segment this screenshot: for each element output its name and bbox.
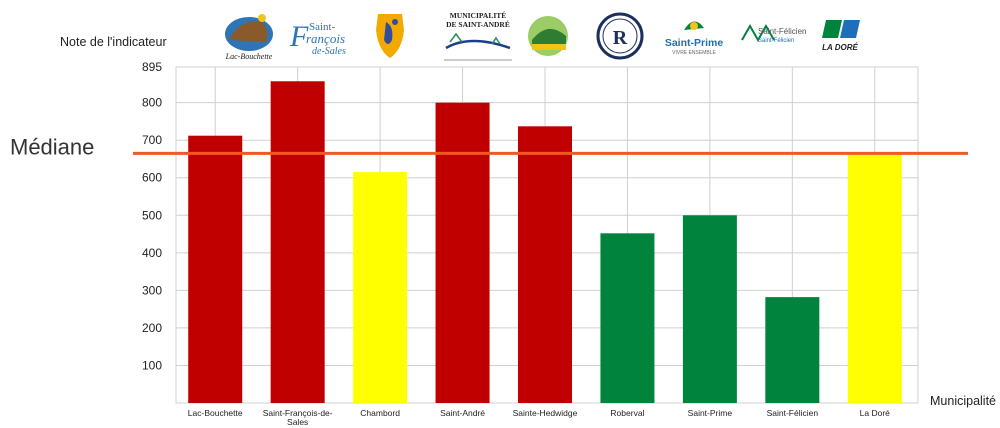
sainte-hedwidge-logo: [528, 16, 568, 56]
saint-francois-logo: F Saint- rançois de-Sales: [289, 20, 346, 57]
svg-text:LA DORÉ: LA DORÉ: [822, 43, 858, 52]
bar-roberval: [600, 233, 655, 403]
svg-text:MUNICIPALITÉ: MUNICIPALITÉ: [450, 10, 507, 20]
x-tick-label: La Doré: [860, 408, 891, 418]
y-tick-label: 600: [142, 171, 162, 185]
lac-bouchette-logo: Lac-Bouchette: [225, 14, 273, 61]
bar-chambord: [353, 172, 408, 403]
saint-felicien-logo: Saint-Félicien Saint-Félicien: [741, 23, 806, 44]
x-tick-label: Saint-Félicien: [767, 408, 819, 418]
y-tick-label: 500: [142, 208, 162, 222]
svg-text:Saint-Félicien: Saint-Félicien: [758, 38, 794, 44]
x-tick-label: Saint-André: [440, 408, 485, 418]
roberval-logo: R: [596, 12, 644, 60]
svg-text:Saint-: Saint-: [309, 21, 336, 33]
x-tick-label: Chambord: [360, 408, 400, 418]
x-tick-label: Lac-Bouchette: [188, 408, 243, 418]
y-tick-label: 895: [142, 60, 162, 74]
plot-area: 100 200 300 400 500 600 700 800 895 Lac-Bouchette…: [10, 60, 968, 427]
y-tick-label: 400: [142, 246, 162, 260]
y-tick-label: 700: [142, 133, 162, 147]
x-axis-label: Municipalité: [930, 394, 996, 408]
x-tick-label: Roberval: [610, 408, 644, 418]
la-dore-logo: LA DORÉ: [822, 20, 860, 52]
median-label: Médiane: [10, 134, 94, 159]
y-tick-label: 300: [142, 283, 162, 297]
x-tick-label: Saint-Prime: [688, 408, 733, 418]
svg-text:Saint-Prime: Saint-Prime: [665, 37, 724, 49]
svg-text:F: F: [289, 20, 309, 53]
y-axis-label: Note de l'indicateur: [60, 35, 167, 49]
svg-text:R: R: [613, 27, 628, 49]
svg-text:Lac-Bouchette: Lac-Bouchette: [225, 52, 273, 61]
saint-andre-logo: MUNICIPALITÉ DE SAINT-ANDRÉ: [444, 10, 512, 61]
bar-lac-bouchette: [188, 135, 243, 404]
x-tick-label: Saint-François-de-Sales: [263, 408, 333, 427]
bar-la-dor-: [847, 153, 902, 403]
y-tick-label: 200: [142, 321, 162, 335]
svg-text:DE SAINT-ANDRÉ: DE SAINT-ANDRÉ: [446, 19, 510, 29]
bar-sainte-hedwidge: [518, 126, 572, 404]
y-tick-label: 800: [142, 96, 162, 110]
y-tick-label: 100: [142, 358, 162, 372]
bar-saint-fran-ois-de-sales: [270, 81, 325, 403]
svg-text:VIVRE ENSEMBLE: VIVRE ENSEMBLE: [672, 50, 716, 56]
bar-saint-prime: [682, 215, 737, 403]
svg-text:Saint-Félicien: Saint-Félicien: [758, 27, 806, 36]
svg-text:de-Sales: de-Sales: [312, 46, 346, 57]
saint-prime-logo: Saint-Prime VIVRE ENSEMBLE: [665, 21, 724, 56]
svg-text:rançois: rançois: [306, 31, 345, 46]
x-tick-label: Sainte-Hedwidge: [513, 408, 578, 418]
bar-saint-andr-: [435, 102, 490, 404]
chambord-logo: [376, 14, 404, 58]
bar-saint-f-licien: [765, 297, 820, 403]
municipality-logos: Lac-Bouchette F Saint- rançois de-Sales …: [225, 10, 860, 61]
